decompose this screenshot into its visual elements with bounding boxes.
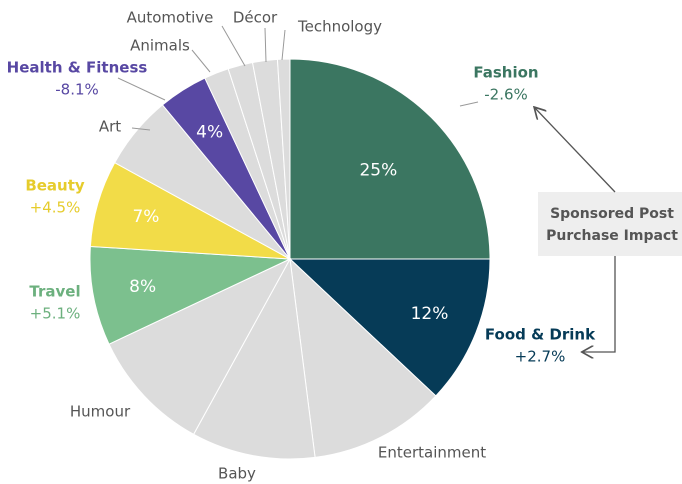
category-label: Baby <box>218 465 256 483</box>
leader-line <box>191 49 211 73</box>
category-label: Automotive <box>127 9 214 27</box>
impact-label: -8.1% <box>55 81 99 99</box>
category-label: Art <box>99 118 121 136</box>
impact-label: +4.5% <box>30 199 81 217</box>
leader-line <box>281 29 286 61</box>
category-label: Beauty <box>25 177 85 195</box>
leader-line <box>459 101 479 107</box>
slice <box>192 257 316 460</box>
category-label: Fashion <box>473 64 538 82</box>
arrow <box>535 108 616 193</box>
category-label: Humour <box>70 403 131 421</box>
callout-text: Purchase Impact <box>546 228 678 244</box>
callout-text: Sponsored Post <box>550 206 674 222</box>
category-label: Food & Drink <box>485 326 596 344</box>
value-label: 7% <box>132 207 159 227</box>
value-label: 4% <box>196 122 223 142</box>
leader-line <box>131 127 151 131</box>
slice <box>289 257 437 458</box>
impact-label: +5.1% <box>30 305 81 323</box>
slice <box>89 245 291 345</box>
slice <box>108 257 292 435</box>
category-label: Animals <box>130 37 190 55</box>
callout-box <box>538 192 682 256</box>
category-label: Technology <box>297 18 382 36</box>
value-label: 25% <box>359 161 397 181</box>
category-label: Health & Fitness <box>7 59 148 77</box>
value-label: 8% <box>129 277 156 297</box>
leader-line <box>264 27 267 63</box>
slice <box>276 58 291 260</box>
category-label: Travel <box>29 283 80 301</box>
leader-line <box>221 25 246 67</box>
arrow <box>583 256 616 352</box>
leader-line <box>117 77 166 101</box>
value-label: 12% <box>411 304 449 324</box>
impact-label: +2.7% <box>515 348 566 366</box>
slice <box>289 58 491 260</box>
category-label: Décor <box>233 9 278 27</box>
slice <box>288 258 491 397</box>
category-label: Entertainment <box>378 444 486 462</box>
impact-label: -2.6% <box>484 86 528 104</box>
